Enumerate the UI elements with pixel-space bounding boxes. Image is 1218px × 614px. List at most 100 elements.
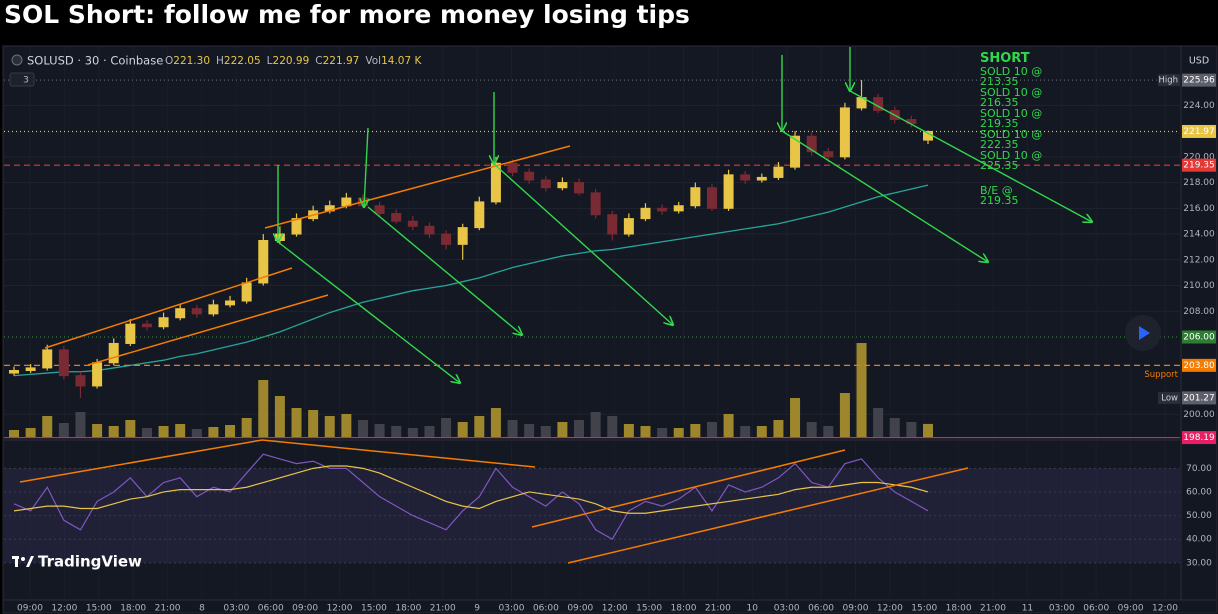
x-tick-label: 15:00: [636, 604, 662, 614]
legend-value: 14.07 K: [381, 55, 422, 67]
volume-bar: [58, 423, 69, 438]
x-tick-label: 12:00: [51, 604, 77, 614]
price-box: [1182, 124, 1216, 138]
notes: SHORT SOLD 10 @ 213.35 SOLD 10 @ 216.35 SO…: [980, 51, 1046, 207]
candle-body: [158, 317, 169, 328]
x-tick-label: 8: [199, 604, 205, 614]
volume-bar: [756, 426, 767, 438]
volume-bar: [141, 428, 152, 438]
candle-body: [773, 166, 784, 178]
candle-body: [75, 375, 86, 387]
candle-body: [623, 218, 634, 235]
x-tick-label: 06:00: [533, 604, 559, 614]
volume-bar: [507, 420, 518, 438]
x-tick-label: 21:00: [705, 604, 731, 614]
price-label: 203.80: [1183, 361, 1215, 371]
candle-body: [25, 367, 36, 371]
candle-body: [590, 192, 601, 216]
volume-bar: [75, 412, 86, 438]
note-item: SOLD 10 @ 213.35: [980, 64, 1043, 88]
volume-bar: [906, 422, 917, 438]
volume-bar: [657, 428, 668, 438]
y-tick-label: 212.00: [1183, 255, 1215, 265]
indicator-toggle[interactable]: [9, 72, 35, 87]
volume-bar: [191, 429, 202, 438]
x-tick-label: 03:00: [1049, 604, 1075, 614]
y-tick-label: 220.00: [1183, 152, 1215, 162]
x-tick-label: 21:00: [980, 604, 1006, 614]
volume-bar: [873, 408, 884, 438]
tag-box: [1158, 391, 1180, 404]
price-label: 225.96: [1183, 76, 1215, 86]
volume-bar: [341, 414, 352, 438]
candle-body: [474, 201, 485, 229]
candle-body: [441, 233, 452, 245]
chart-title: SOL Short: follow me for more money losi…: [4, 0, 690, 29]
moving-average: [13, 184, 929, 377]
watermark: TradingView: [38, 553, 142, 571]
currency: USD: [1189, 56, 1209, 67]
candle-body: [790, 135, 801, 168]
volume-bar: [723, 414, 734, 438]
volume-bar: [673, 428, 684, 438]
candle-body: [657, 207, 668, 212]
price-box: [1182, 391, 1216, 405]
note-item: SOLD 10 @ 222.35: [980, 127, 1043, 151]
volume-bar: [407, 428, 418, 438]
candle-body: [191, 308, 202, 315]
x-tick-label: 11: [1022, 604, 1033, 614]
legend-value: 221.97: [323, 55, 360, 67]
y-tick-label: 218.00: [1183, 178, 1215, 188]
candle-body: [225, 300, 236, 306]
indicator-count: 3: [23, 76, 29, 86]
volume-bar: [790, 398, 801, 438]
x-tick-label: 03:00: [499, 604, 525, 614]
candle-body: [42, 349, 53, 369]
volume-bar: [690, 424, 701, 438]
candle-body: [740, 174, 751, 181]
rsi-tick-label: 60.00: [1186, 487, 1212, 497]
volume-bar: [208, 427, 219, 438]
price-label: 201.27: [1183, 393, 1215, 403]
note-item: SOLD 10 @ 216.35: [980, 85, 1043, 109]
volume-bar: [391, 426, 402, 438]
volume-bar: [706, 422, 717, 438]
candle-body: [241, 282, 252, 302]
legend-value: 221.30: [173, 55, 210, 67]
price-box: [1182, 73, 1216, 87]
play-icon: [1139, 326, 1150, 340]
rsi-tick-label: 40.00: [1186, 535, 1212, 545]
x-tick-label: 03:00: [774, 604, 800, 614]
candle-body: [457, 227, 468, 245]
candle-body: [208, 304, 219, 315]
x-tick-label: 15:00: [911, 604, 937, 614]
price-tag: Low: [1161, 393, 1178, 403]
price-box: [1182, 431, 1216, 445]
chart-frame: [2, 45, 1218, 614]
volume-bar: [108, 426, 119, 438]
volume-bar: [158, 426, 169, 438]
x-tick-label: 12:00: [602, 604, 628, 614]
legend-value: 220.99: [273, 55, 310, 67]
candle-body: [640, 207, 651, 220]
trendlines: [19, 145, 969, 564]
x-tick-label: 12:00: [1152, 604, 1178, 614]
price-axis: [1180, 45, 1218, 601]
x-tick-label: 03:00: [223, 604, 249, 614]
volume-bar: [574, 420, 585, 438]
volume-bar: [357, 420, 368, 438]
candle-body: [374, 205, 385, 214]
volume-bar: [258, 380, 269, 438]
x-tick-label: 06:00: [808, 604, 834, 614]
volume-bar: [241, 418, 252, 438]
volume-bar: [42, 416, 53, 438]
price-box: [1182, 158, 1216, 172]
candle-body: [175, 308, 186, 319]
y-tick-label: 216.00: [1183, 204, 1215, 214]
legend-key: O: [165, 55, 173, 67]
candle-body: [291, 218, 302, 235]
x-tick-label: 09:00: [17, 604, 43, 614]
volume-bar: [274, 396, 285, 438]
notes-heading: SHORT: [980, 51, 1030, 66]
rsi-tick-label: 30.00: [1186, 558, 1212, 568]
